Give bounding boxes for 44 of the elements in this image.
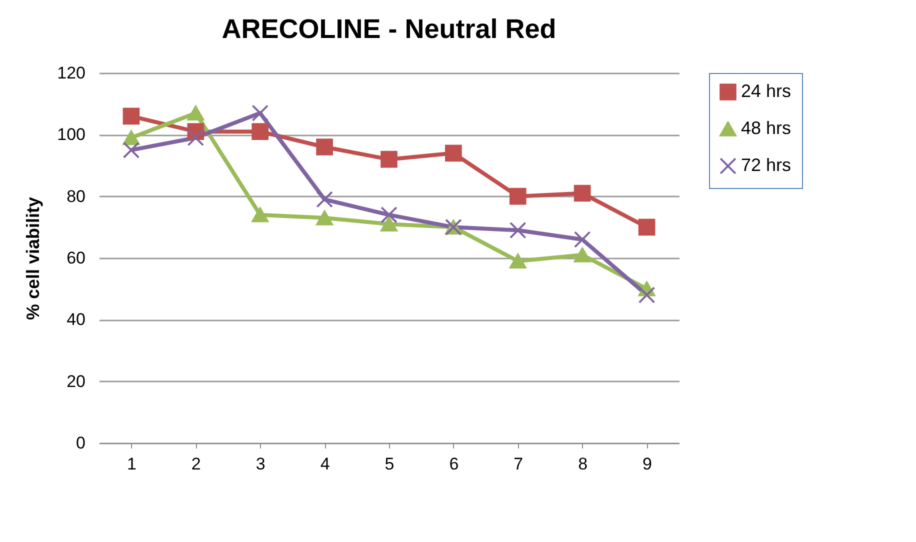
- point: [252, 104, 269, 122]
- point: [574, 184, 591, 202]
- y-tick-label: 120: [57, 64, 86, 82]
- y-axis-title: % cell viability: [23, 196, 44, 320]
- point: [509, 222, 526, 239]
- point: [638, 286, 656, 304]
- y-tick-label: 0: [76, 434, 86, 452]
- point: [122, 130, 140, 146]
- point: [122, 142, 140, 158]
- point: [509, 188, 526, 205]
- legend-label: 24 hrs: [741, 81, 792, 101]
- point: [380, 216, 398, 232]
- y-tick-label: 100: [57, 125, 86, 144]
- point: [509, 254, 526, 269]
- x-tick-label: 5: [384, 454, 394, 474]
- y-tick-label: 80: [66, 186, 86, 206]
- point: [316, 191, 333, 208]
- legend-label: 48 hrs: [741, 118, 792, 138]
- y-tick-label: 20: [66, 372, 86, 391]
- point: [187, 129, 204, 146]
- x-tick-label: 4: [320, 454, 330, 474]
- point: [252, 207, 269, 222]
- point: [638, 218, 656, 236]
- point: [252, 123, 269, 140]
- legend-label: 72 hrs: [741, 155, 792, 175]
- point: [574, 231, 591, 248]
- y-tick-label: 40: [66, 310, 86, 330]
- y-tick-label: 60: [66, 248, 86, 268]
- point: [574, 247, 591, 262]
- x-tick-label: 9: [642, 454, 652, 474]
- x-tick-label: 6: [449, 454, 459, 474]
- point: [380, 206, 398, 224]
- chart-title: ARECOLINE - Neutral Red: [222, 14, 556, 44]
- x-tick-label: 7: [514, 454, 524, 474]
- x-tick-label: 3: [256, 454, 266, 474]
- point: [380, 150, 398, 168]
- point: [122, 108, 140, 125]
- x-tick-label: 8: [578, 454, 588, 474]
- point: [316, 138, 333, 156]
- x-tick-label: 1: [126, 454, 136, 474]
- point: [187, 106, 204, 121]
- point: [445, 144, 462, 162]
- point: [316, 210, 333, 226]
- x-tick-label: 2: [191, 454, 201, 474]
